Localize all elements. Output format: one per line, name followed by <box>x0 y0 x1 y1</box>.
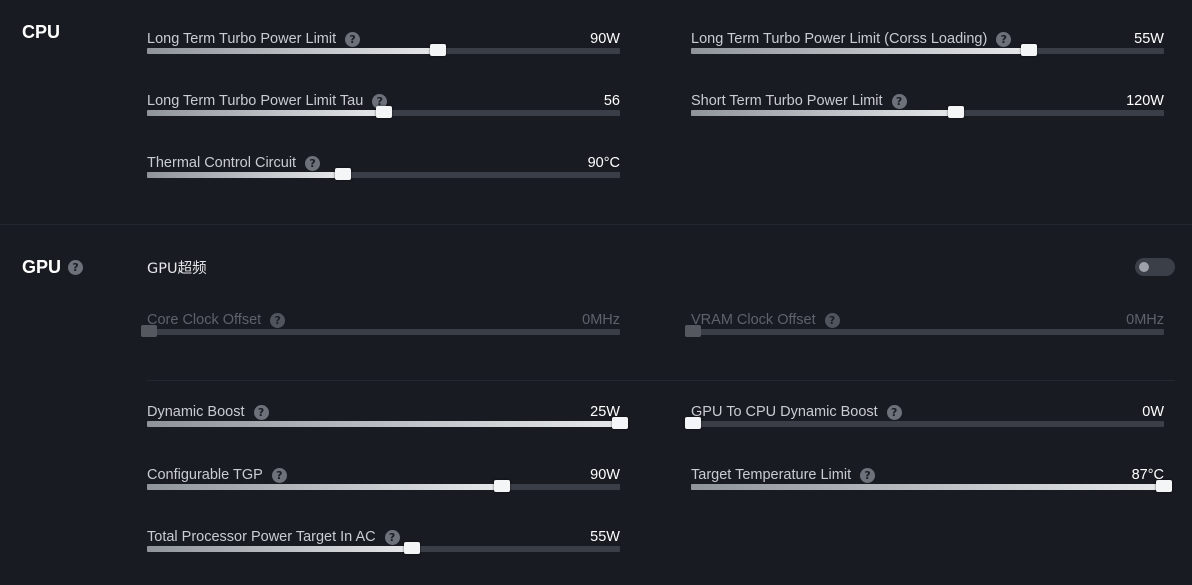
setting-label: Long Term Turbo Power Limit Tau <box>147 93 364 109</box>
slider-row-target-temperature-limit: Target Temperature Limit ? 87°C <box>691 465 1172 505</box>
slider-row-short-term-turbo-power-limit: Short Term Turbo Power Limit ? 120W <box>691 91 1164 131</box>
slider-track[interactable] <box>691 106 1164 118</box>
section-divider <box>0 224 1192 225</box>
setting-label: Target Temperature Limit <box>691 467 852 483</box>
help-icon[interactable]: ? <box>305 155 321 171</box>
slider-row-long-term-turbo-power-limit-cross-loading: Long Term Turbo Power Limit (Corss Loadi… <box>691 29 1164 69</box>
setting-label: GPU To CPU Dynamic Boost <box>691 404 878 420</box>
slider-thumb[interactable] <box>685 417 701 429</box>
help-icon[interactable]: ? <box>68 260 84 275</box>
help-icon[interactable]: ? <box>824 312 840 328</box>
help-icon[interactable]: ? <box>891 93 907 109</box>
gpu-overclock-toggle[interactable] <box>1135 258 1175 276</box>
slider-thumb <box>685 325 701 337</box>
slider-fill <box>691 484 1164 490</box>
gpu-overclock-label: GPU超频 <box>147 261 207 277</box>
setting-value: 0MHz <box>1126 312 1164 328</box>
cpu-title: CPU <box>22 22 61 42</box>
slider-track[interactable] <box>147 168 620 180</box>
setting-value: 0W <box>1142 404 1164 420</box>
slider-thumb <box>141 325 157 337</box>
slider-fill <box>147 172 344 178</box>
help-icon[interactable]: ? <box>384 529 400 545</box>
setting-value: 56 <box>603 93 620 109</box>
slider-track <box>141 325 620 337</box>
cpu-section-title: CPU <box>22 22 60 43</box>
slider-fill <box>147 484 502 490</box>
help-icon[interactable]: ? <box>253 404 269 420</box>
gpu-section-title: GPU ? <box>22 257 84 278</box>
slider-thumb[interactable] <box>1021 44 1038 56</box>
slider-track[interactable] <box>147 44 620 56</box>
slider-fill <box>691 110 956 116</box>
slider-thumb[interactable] <box>403 542 420 554</box>
slider-fill <box>147 110 384 116</box>
gpu-divider <box>147 380 1175 381</box>
slider-row-total-processor-power-target-in-ac: Total Processor Power Target In AC ? 55W <box>147 527 620 567</box>
setting-label: Total Processor Power Target In AC <box>147 529 376 545</box>
setting-value: 90°C <box>587 155 620 171</box>
slider-track[interactable] <box>147 106 620 118</box>
slider-thumb[interactable] <box>493 480 510 492</box>
slider-track[interactable] <box>147 417 628 429</box>
slider-row-configurable-tgp: Configurable TGP ? 90W <box>147 465 620 505</box>
slider-track[interactable] <box>147 542 620 554</box>
slider-thumb[interactable] <box>612 417 628 429</box>
setting-value: 90W <box>590 31 620 47</box>
help-icon[interactable]: ? <box>860 467 876 483</box>
slider-thumb[interactable] <box>429 44 446 56</box>
setting-label: VRAM Clock Offset <box>691 312 816 328</box>
help-icon[interactable]: ? <box>996 31 1012 47</box>
slider-row-thermal-control-circuit: Thermal Control Circuit ? 90°C <box>147 153 620 193</box>
slider-fill <box>691 48 1030 54</box>
help-icon[interactable]: ? <box>886 404 902 420</box>
help-icon[interactable]: ? <box>345 31 361 47</box>
slider-track <box>685 325 1164 337</box>
slider-fill <box>147 48 438 54</box>
setting-label: Core Clock Offset <box>147 312 262 328</box>
slider-fill <box>147 546 412 552</box>
slider-fill <box>147 421 620 427</box>
slider-thumb[interactable] <box>1156 480 1172 492</box>
help-icon[interactable]: ? <box>271 467 287 483</box>
setting-value: 55W <box>590 529 620 545</box>
slider-track[interactable] <box>685 417 1164 429</box>
setting-value: 0MHz <box>582 312 620 328</box>
help-icon[interactable]: ? <box>372 93 388 109</box>
slider-row-dynamic-boost: Dynamic Boost ? 25W <box>147 402 628 442</box>
setting-value: 90W <box>590 467 620 483</box>
slider-track[interactable] <box>691 44 1164 56</box>
setting-label: Dynamic Boost <box>147 404 245 420</box>
slider-row-long-term-turbo-power-limit: Long Term Turbo Power Limit ? 90W <box>147 29 620 69</box>
slider-thumb[interactable] <box>375 106 392 118</box>
setting-value: 87°C <box>1131 467 1164 483</box>
setting-label: Long Term Turbo Power Limit <box>147 31 337 47</box>
setting-value: 55W <box>1134 31 1164 47</box>
setting-label: Long Term Turbo Power Limit (Corss Loadi… <box>691 31 988 47</box>
slider-row-long-term-turbo-power-limit-tau: Long Term Turbo Power Limit Tau ? 56 <box>147 91 620 131</box>
setting-label: Configurable TGP <box>147 467 263 483</box>
slider-track[interactable] <box>691 480 1172 492</box>
setting-label: Thermal Control Circuit <box>147 155 297 171</box>
setting-value: 120W <box>1126 93 1164 109</box>
setting-value: 25W <box>590 404 620 420</box>
slider-row-vram-clock-offset: VRAM Clock Offset ? 0MHz <box>685 310 1164 350</box>
gpu-overclock-row: GPU超频 <box>147 255 1175 279</box>
slider-thumb[interactable] <box>947 106 964 118</box>
help-icon[interactable]: ? <box>270 312 286 328</box>
slider-thumb[interactable] <box>335 168 352 180</box>
slider-track[interactable] <box>147 480 620 492</box>
toggle-knob <box>1139 262 1149 272</box>
setting-label: Short Term Turbo Power Limit <box>691 93 883 109</box>
slider-row-core-clock-offset: Core Clock Offset ? 0MHz <box>141 310 620 350</box>
gpu-title: GPU <box>22 257 62 277</box>
slider-row-gpu-to-cpu-dynamic-boost: GPU To CPU Dynamic Boost ? 0W <box>685 402 1164 442</box>
